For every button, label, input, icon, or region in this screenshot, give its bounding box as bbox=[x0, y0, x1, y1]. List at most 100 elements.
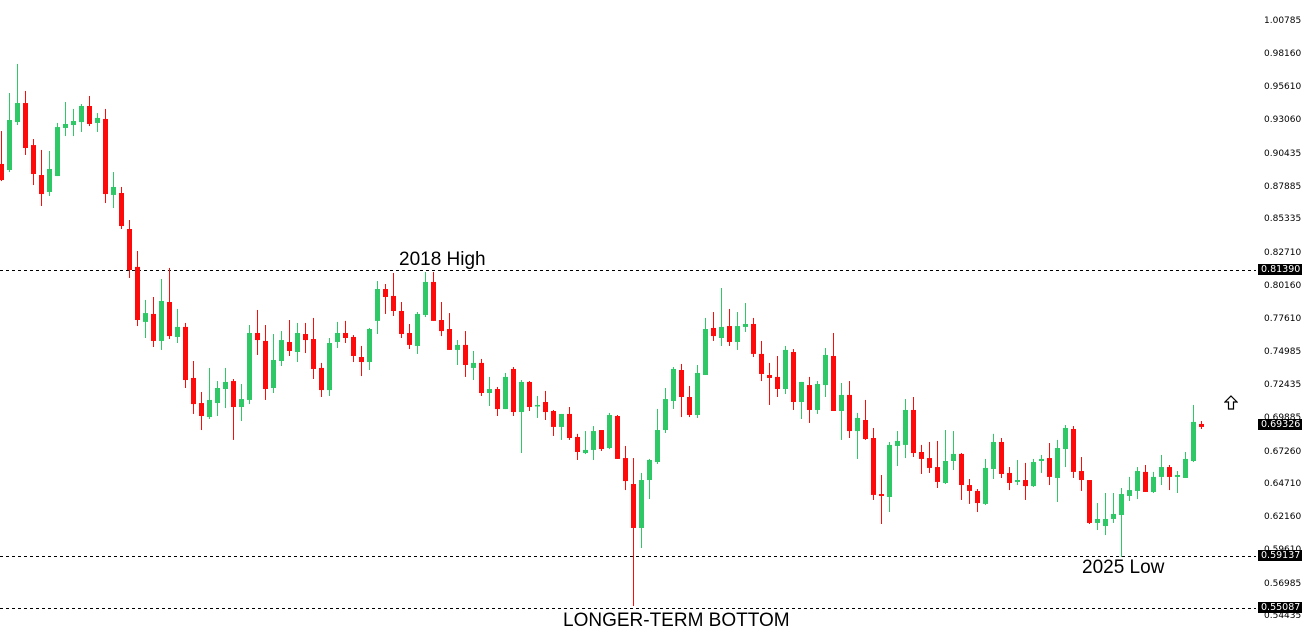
candle bbox=[375, 281, 380, 335]
candle bbox=[1095, 503, 1100, 531]
candle bbox=[719, 287, 724, 346]
candle bbox=[767, 362, 772, 405]
candle bbox=[367, 327, 372, 370]
candle bbox=[935, 440, 940, 488]
candle bbox=[703, 317, 708, 376]
candle bbox=[1047, 443, 1052, 486]
candle bbox=[871, 427, 876, 500]
candle bbox=[47, 150, 52, 196]
candle bbox=[551, 409, 556, 436]
candle bbox=[1119, 487, 1124, 558]
candle bbox=[1143, 464, 1148, 492]
candle bbox=[135, 250, 140, 327]
candle bbox=[695, 364, 700, 418]
candle bbox=[479, 358, 484, 396]
candle bbox=[415, 312, 420, 354]
candle bbox=[1087, 480, 1092, 524]
price-axis[interactable]: 1.00785 0.98160 0.95610 0.93060 0.90435 0.878… bbox=[1256, 0, 1302, 644]
candle bbox=[1127, 476, 1132, 501]
price-tick-label: 0.85335 bbox=[1264, 214, 1302, 225]
candle bbox=[191, 361, 196, 414]
candle bbox=[623, 445, 628, 491]
candle bbox=[95, 113, 100, 132]
price-tick-label: 0.93060 bbox=[1264, 115, 1302, 125]
price-tick-label: 0.69885 bbox=[1264, 412, 1302, 423]
candle bbox=[399, 302, 404, 338]
candle bbox=[271, 334, 276, 394]
candle bbox=[687, 385, 692, 418]
candle bbox=[775, 355, 780, 397]
candle bbox=[215, 381, 220, 417]
candle bbox=[1111, 493, 1116, 523]
candle bbox=[967, 478, 972, 504]
candle bbox=[655, 408, 660, 464]
candlestick-chart bbox=[0, 63, 1256, 609]
candle bbox=[359, 345, 364, 377]
annotation-2018-high: 2018 High bbox=[399, 249, 486, 270]
candle bbox=[663, 387, 668, 433]
candle bbox=[863, 399, 868, 440]
candle bbox=[1183, 452, 1188, 478]
price-tick-label: 0.82710 bbox=[1264, 248, 1302, 259]
annotation-2025-low: 2025 Low bbox=[1082, 557, 1165, 578]
candle bbox=[511, 367, 516, 417]
candle bbox=[911, 396, 916, 458]
candle bbox=[143, 299, 148, 338]
price-tick-label: 0.74985 bbox=[1264, 347, 1302, 358]
price-tick-label: 0.62160 bbox=[1264, 512, 1302, 523]
candle bbox=[1031, 458, 1036, 487]
candle bbox=[535, 395, 540, 418]
candle bbox=[1063, 425, 1068, 468]
candle bbox=[1039, 454, 1044, 473]
candle bbox=[1135, 467, 1140, 500]
candle bbox=[999, 437, 1004, 478]
candle bbox=[831, 332, 836, 412]
candle bbox=[335, 321, 340, 349]
candle bbox=[423, 272, 428, 318]
up-arrow-icon[interactable] bbox=[1223, 395, 1239, 411]
candle bbox=[1015, 459, 1020, 486]
price-tick-label: 1.00785 bbox=[1264, 15, 1302, 26]
candle bbox=[495, 386, 500, 417]
candle bbox=[39, 149, 44, 206]
candle bbox=[959, 453, 964, 500]
candle bbox=[87, 95, 92, 127]
candle bbox=[207, 367, 212, 419]
price-tick-label: 0.59610 bbox=[1264, 545, 1301, 555]
candle bbox=[855, 412, 860, 459]
chart-plot-area[interactable]: 2018 High 2025 Low LONGER-TERM BOTTOM bbox=[0, 0, 1256, 644]
candle bbox=[63, 102, 68, 137]
candle bbox=[127, 220, 132, 278]
candle bbox=[175, 308, 180, 344]
candle bbox=[199, 391, 204, 431]
candle bbox=[55, 122, 60, 177]
candle bbox=[1055, 439, 1060, 503]
candle bbox=[991, 433, 996, 479]
candle bbox=[1159, 454, 1164, 486]
candle bbox=[631, 458, 636, 606]
candle bbox=[919, 444, 924, 474]
candle bbox=[903, 399, 908, 459]
candle bbox=[879, 475, 884, 524]
candle bbox=[1175, 471, 1180, 494]
candle bbox=[847, 381, 852, 438]
candle bbox=[79, 104, 84, 132]
candle bbox=[351, 335, 356, 363]
candle bbox=[319, 362, 324, 397]
candle bbox=[679, 363, 684, 418]
candle bbox=[591, 426, 596, 460]
candle bbox=[951, 431, 956, 470]
candle bbox=[151, 296, 156, 347]
price-tick-label: 0.72435 bbox=[1264, 380, 1302, 391]
price-tick-label: 0.80160 bbox=[1264, 280, 1302, 291]
candle bbox=[167, 267, 172, 340]
candle bbox=[823, 348, 828, 397]
candle bbox=[743, 303, 748, 332]
candle bbox=[527, 381, 532, 412]
candle bbox=[599, 430, 604, 451]
candle bbox=[247, 325, 252, 405]
candle bbox=[583, 431, 588, 455]
price-tick-label: 0.90435 bbox=[1264, 148, 1302, 159]
price-tick-label: 0.56985 bbox=[1264, 578, 1302, 589]
candle bbox=[735, 312, 740, 350]
